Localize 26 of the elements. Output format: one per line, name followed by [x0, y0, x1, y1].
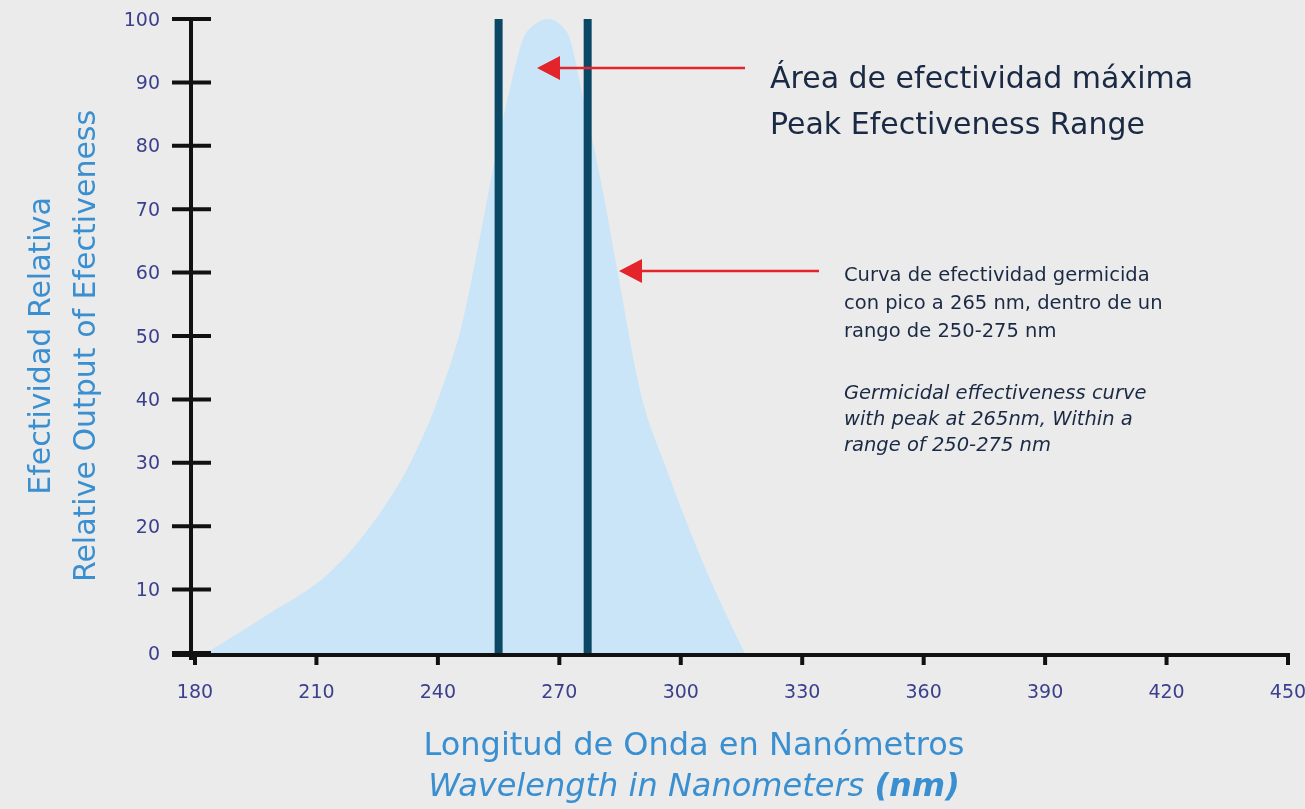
x-tick-label: 210 — [298, 680, 335, 702]
x-tick-label: 180 — [176, 680, 214, 702]
x-tick-label: 360 — [905, 680, 942, 702]
y-axis-title: Efectividad Relativa Relative Output of Efectiveness — [22, 109, 102, 583]
x-tick-label: 240 — [419, 680, 457, 702]
x-tick-label: 420 — [1148, 680, 1185, 702]
y-tick-label: 60 — [135, 261, 160, 284]
x-tick-label: 390 — [1026, 680, 1064, 702]
y-tick-label: 90 — [135, 71, 160, 94]
y-tick-label: 20 — [135, 514, 160, 537]
annotation: Germicidal effectiveness curve with peak at 265nm, Within a range of 250-275 nm — [844, 381, 1147, 456]
y-tick-label: 10 — [135, 578, 160, 601]
x-tick-label: 450 — [1269, 680, 1305, 702]
x-tick-label: 300 — [662, 680, 699, 702]
y-tick-label: 80 — [135, 134, 160, 157]
y-tick-label: 70 — [135, 197, 160, 220]
annotation: Curva de efectividad germicida con pico a 265 nm, dentro de un rango de 250-275 nm — [844, 263, 1163, 342]
y-tick-label: 100 — [123, 7, 160, 30]
x-tick-label: 330 — [784, 680, 821, 702]
y-tick-label: 40 — [135, 388, 160, 411]
y-tick-label: 30 — [135, 451, 160, 474]
x-tick-label: 270 — [541, 680, 578, 702]
y-tick-label: 50 — [135, 324, 160, 347]
x-axis-title: Longitud de Onda en Nanómetros Wavelength in Nanometers (nm) — [423, 725, 965, 804]
y-tick-label: 0 — [147, 641, 160, 664]
annotation: Área de efectividad máxima Peak Efectiveness Range — [770, 60, 1194, 141]
